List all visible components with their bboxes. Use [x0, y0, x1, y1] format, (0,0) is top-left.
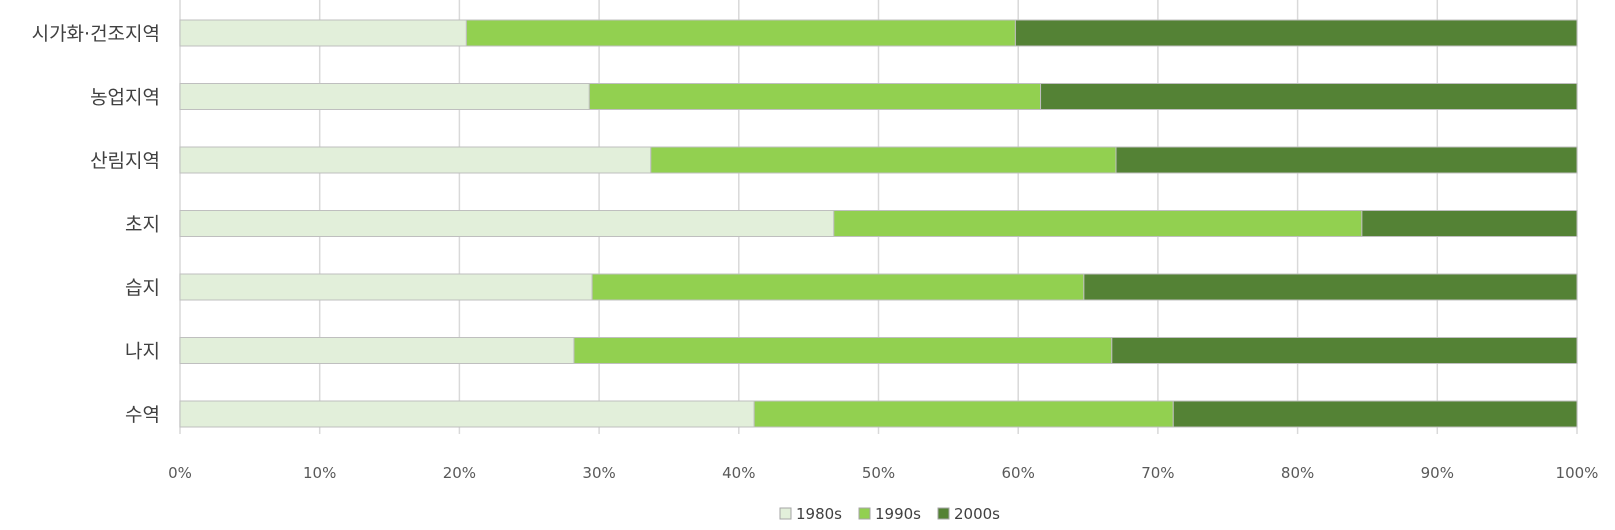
bar-segment-1980s: [179, 83, 590, 110]
bar-segment-1980s: [179, 210, 835, 237]
x-tick-label: 20%: [443, 464, 476, 482]
x-tick-label: 40%: [722, 464, 755, 482]
bar-segment-1990s: [573, 337, 1113, 364]
x-tick-label: 0%: [168, 464, 192, 482]
x-tick-label: 60%: [1002, 464, 1035, 482]
x-tick-label: 80%: [1281, 464, 1314, 482]
x-tick-labels: 0% 10% 20% 30% 40% 50% 60% 70% 80% 90% 100%: [168, 464, 1598, 482]
bar-segment-1980s: [179, 146, 652, 174]
bar-segment-2000s: [1172, 400, 1578, 428]
category-label: 나지: [125, 341, 160, 363]
x-tick-label: 100%: [1556, 464, 1599, 482]
bar-segment-1990s: [465, 19, 1016, 47]
bar-segment-1980s: [179, 337, 575, 364]
x-tick-label: 10%: [303, 464, 336, 482]
bar-segment-1990s: [588, 83, 1042, 110]
bars: [179, 19, 1578, 428]
category-label: 시가화·건조지역: [32, 23, 160, 45]
legend-swatch: [937, 507, 950, 520]
x-tick-label: 30%: [582, 464, 615, 482]
legend-label: 1980s: [796, 505, 842, 523]
x-tick-label: 90%: [1421, 464, 1454, 482]
bar-segment-1980s: [179, 19, 467, 47]
bar-segment-1980s: [179, 400, 755, 428]
category-label: 산림지역: [90, 150, 160, 172]
legend: 1980s 1990s 2000s: [779, 505, 1000, 523]
bar-segment-2000s: [1040, 83, 1578, 110]
x-tick-label: 70%: [1141, 464, 1174, 482]
legend-label: 1990s: [875, 505, 921, 523]
bar-segment-2000s: [1083, 273, 1578, 301]
legend-label: 2000s: [954, 505, 1000, 523]
x-tick-label: 50%: [862, 464, 895, 482]
bar-segment-1990s: [591, 273, 1085, 301]
bar-segment-1980s: [179, 273, 593, 301]
bar-segment-2000s: [1111, 337, 1578, 364]
category-label: 농업지역: [90, 87, 160, 109]
bar-segment-1990s: [753, 400, 1174, 428]
category-label: 습지: [125, 277, 160, 299]
legend-swatch: [858, 507, 871, 520]
legend-swatch: [779, 507, 792, 520]
bar-segment-2000s: [1115, 146, 1578, 174]
category-label: 초지: [125, 214, 160, 236]
bar-segment-1990s: [650, 146, 1117, 174]
bar-segment-2000s: [1361, 210, 1578, 237]
bar-segment-2000s: [1014, 19, 1578, 47]
bar-segment-1990s: [833, 210, 1363, 237]
category-label: 수역: [125, 404, 160, 426]
